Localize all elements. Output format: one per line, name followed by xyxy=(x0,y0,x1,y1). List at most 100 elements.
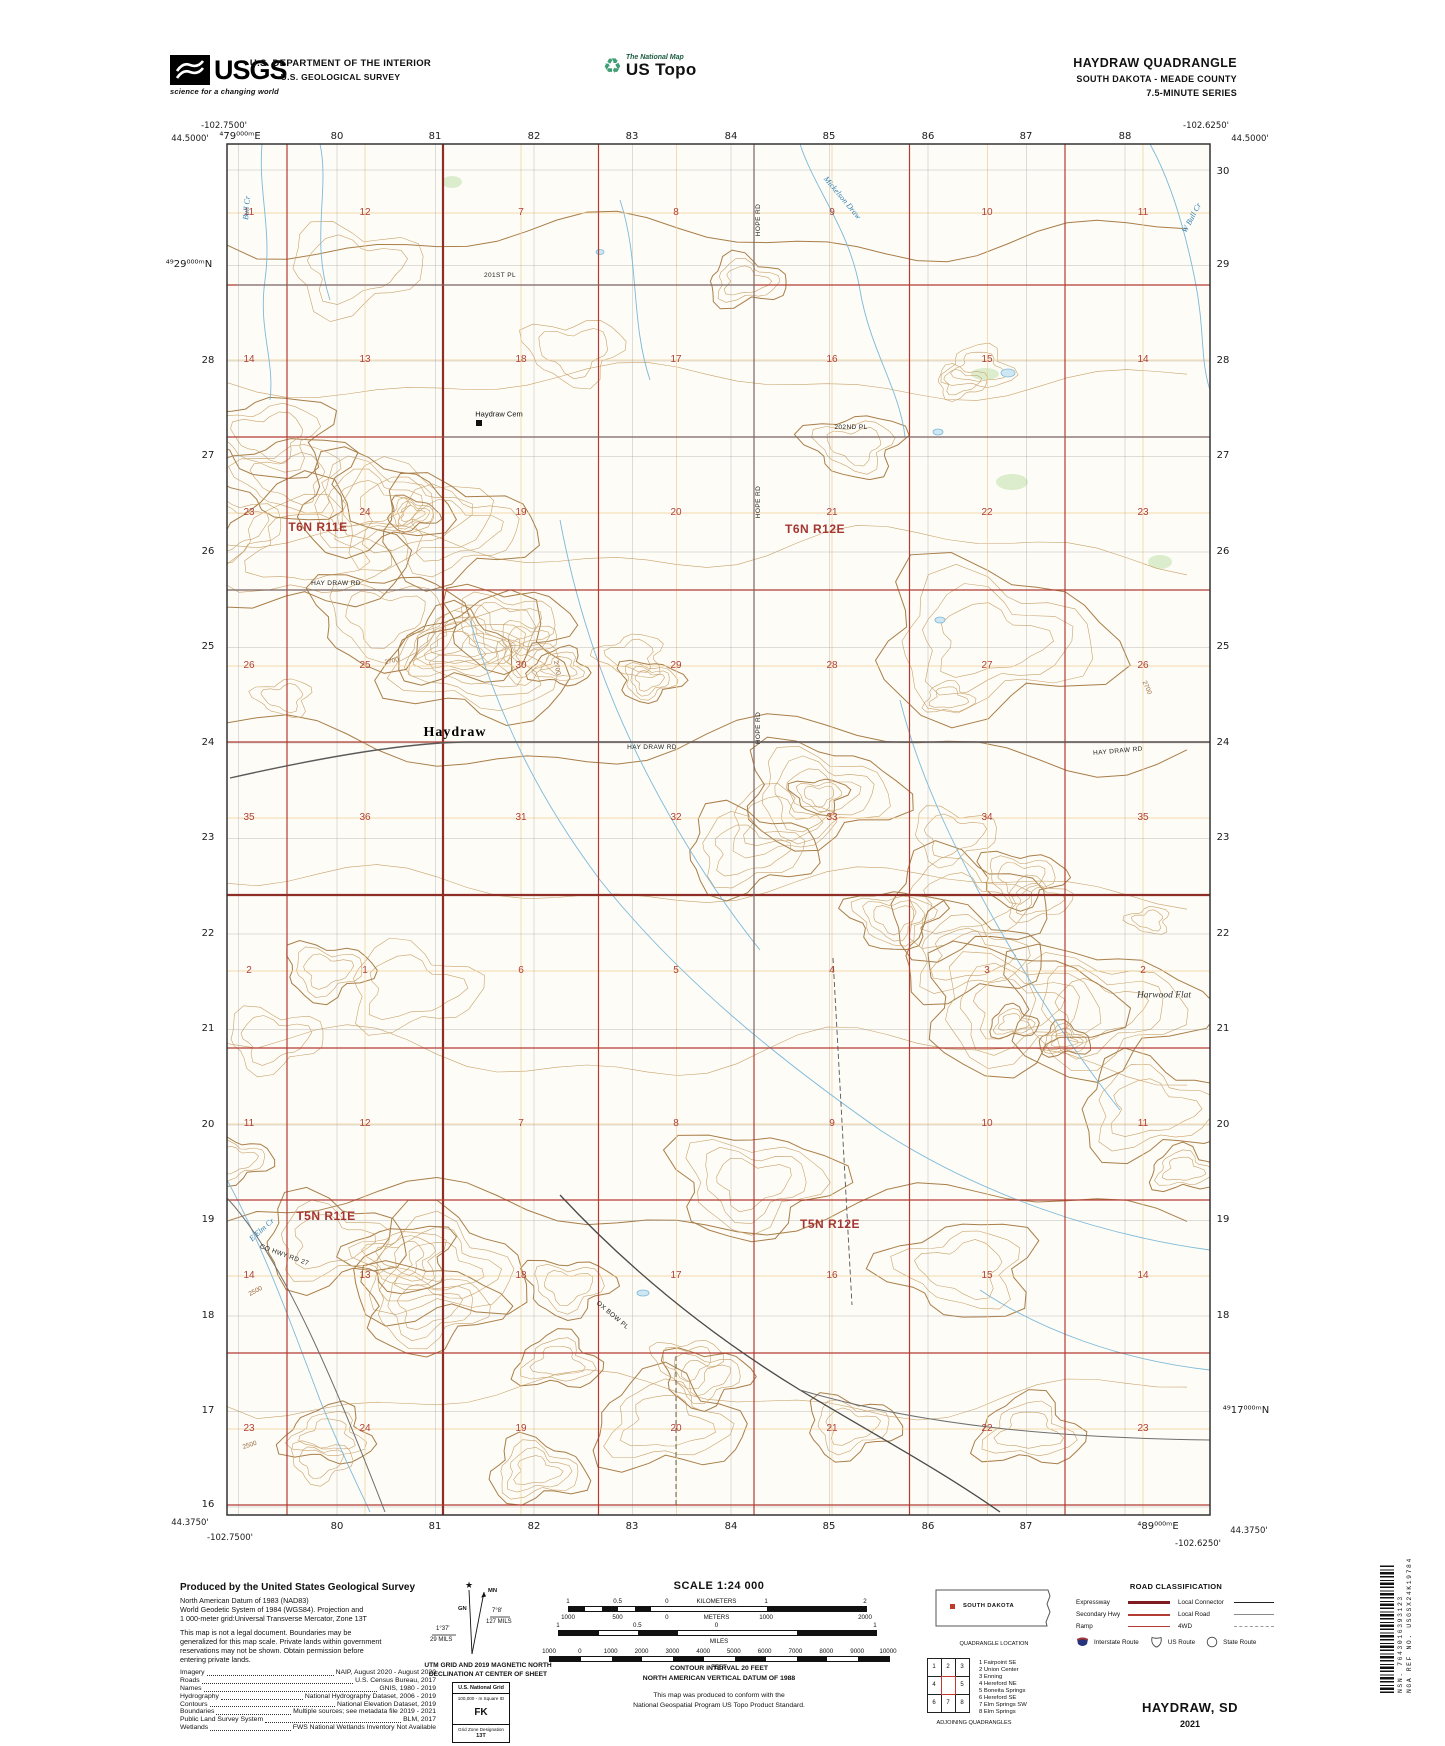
quad-title: HAYDRAW QUADRANGLE xyxy=(1073,56,1237,70)
adjoining-quad-cell: 5 xyxy=(954,1675,970,1695)
scale-tick-label: 2000 xyxy=(858,1614,872,1621)
scale-tick-label: METERS xyxy=(703,1614,730,1621)
data-source-row: Contours National Elevation Dataset, 2019 xyxy=(180,1700,436,1708)
usgs-logo: USGS science for a changing world xyxy=(170,55,335,96)
credit-line: reservations may not be shown. Obtain pe… xyxy=(180,1646,364,1655)
road-classification-title: ROAD CLASSIFICATION xyxy=(1129,1582,1223,1591)
data-source-row: Roads U.S. Census Bureau, 2017 xyxy=(180,1676,436,1684)
road-layer xyxy=(227,144,1210,1513)
adjoining-quad-name: 5 Boneita Springs xyxy=(979,1687,1026,1694)
legal-lines: This map is not a legal document. Bounda… xyxy=(180,1628,436,1664)
grid-north-label: GN xyxy=(458,1606,467,1612)
scale-bar-segment xyxy=(638,1631,678,1635)
interstate-shield-icon xyxy=(1077,1637,1088,1646)
credit-line: North American Datum of 1983 (NAD83) xyxy=(180,1596,309,1605)
scale-tick-label: 1000 xyxy=(759,1614,773,1621)
scale-tick-label: 2 xyxy=(863,1598,867,1605)
quad-title-block: HAYDRAW QUADRANGLE SOUTH DAKOTA - MEADE … xyxy=(1073,56,1237,98)
scale-tick-label: 0.5 xyxy=(613,1598,622,1605)
scale-bar-segment xyxy=(601,1607,619,1611)
quad-location-marker xyxy=(950,1604,955,1609)
scale-bar-segment xyxy=(642,1657,674,1661)
road-class-row: Ramp 4WD xyxy=(1076,1623,1276,1630)
data-source-row: Names GNIS, 1980 - 2019 xyxy=(180,1684,436,1692)
scale-tick-label: 0 xyxy=(578,1648,582,1655)
scale-tick-label: 0.5 xyxy=(632,1622,642,1629)
scale-tick-label: 1 xyxy=(556,1622,560,1629)
production-credits: Produced by the United States Geological… xyxy=(180,1582,436,1732)
data-source-row: Hydrography National Hydrography Dataset,… xyxy=(180,1692,436,1700)
adjoining-quad-name: 1 Fairpoint SE xyxy=(979,1660,1017,1666)
scale-bar-segment xyxy=(717,1631,797,1635)
quad-subtitle: SOUTH DAKOTA - MEADE COUNTY xyxy=(1076,74,1237,84)
scale-title: SCALE 1:24 000 xyxy=(673,1580,765,1592)
agency-line1: U.S. DEPARTMENT OF THE INTERIOR xyxy=(249,58,432,69)
quadrangle-location-caption: QUADRANGLE LOCATION xyxy=(959,1641,1029,1647)
scale-bar-segment xyxy=(651,1607,668,1611)
scale-tick-label: 8000 xyxy=(819,1648,834,1655)
us-route-label: US Route xyxy=(1167,1638,1196,1646)
declination-caption: UTM GRID AND 2019 MAGNETIC NORTH DECLINA… xyxy=(424,1662,552,1678)
scale-bar-segment xyxy=(734,1657,766,1661)
usng-zone-value: 13T xyxy=(476,1733,486,1739)
feet-unit-label: FEET xyxy=(711,1664,727,1671)
usgs-tagline: science for a changing world xyxy=(170,87,279,96)
usgs-wave-icon xyxy=(170,55,210,85)
feet-scale-bar xyxy=(549,1656,890,1662)
scale-tick-label: 0 xyxy=(714,1622,719,1629)
us-route-shield-icon xyxy=(1151,1636,1162,1648)
gn-mils-value: 29 MILS xyxy=(430,1637,453,1643)
scale-bar-segment xyxy=(598,1631,639,1635)
neatline-border xyxy=(226,143,1211,1516)
scale-tick-label: 1000 xyxy=(603,1648,618,1655)
svg-text:★: ★ xyxy=(465,1580,473,1590)
adjoining-quad-cell: 6 xyxy=(926,1693,942,1713)
mn-mils-value: 127 MILS xyxy=(486,1619,512,1625)
nga-ref-number: NGA REF NO. USGSX24K19784 xyxy=(1406,1557,1413,1693)
usng-square-id: FK xyxy=(474,1707,488,1718)
us-national-grid-box: U.S. National Grid 100,000 - m Square ID… xyxy=(452,1682,510,1743)
national-map-logo: ♻ The National Map US Topo xyxy=(603,54,697,79)
datum-lines: North American Datum of 1983 (NAD83) Worl… xyxy=(180,1596,436,1623)
contour-interval-note: CONTOUR INTERVAL 20 FEET xyxy=(669,1665,769,1672)
adjoining-quad-name: 6 Hereford SE xyxy=(979,1694,1017,1701)
state-name: SOUTH DAKOTA xyxy=(963,1603,1015,1609)
adjoining-quad-cell: 7 xyxy=(940,1693,956,1713)
scale-bar-segment xyxy=(550,1657,581,1661)
scale-tick-label: 1000 xyxy=(542,1648,556,1655)
scale-block: SCALE 1:24 000 1 0.5 0 KILOMETERS 1 2 1000 500… xyxy=(542,1580,896,1674)
scale-tick-label: 4000 xyxy=(696,1648,711,1655)
adjoining-list: 1 Fairpoint SE 2 Union Center 3 Enning 4 He… xyxy=(979,1660,1069,1716)
scale-bar-segment xyxy=(667,1607,767,1611)
adjoining-quad-cell: 1 xyxy=(926,1657,942,1677)
scale-bar-segment xyxy=(580,1657,612,1661)
kilometers-scale-bar xyxy=(568,1606,867,1612)
adjoining-quad-cell: 3 xyxy=(954,1657,970,1677)
data-source-row: Imagery NAIP, August 2020 - August 2020 xyxy=(180,1669,436,1676)
usgs-wordmark: USGS xyxy=(214,54,288,85)
credits-title: Produced by the United States Geological… xyxy=(180,1582,416,1593)
scale-bar-segment xyxy=(796,1631,876,1635)
scale-bar-segment xyxy=(569,1607,586,1611)
scale-tick-label: 7000 xyxy=(788,1648,803,1655)
road-classification-legend: ROAD CLASSIFICATION Expressway Local Conn… xyxy=(1076,1582,1276,1648)
quad-series: 7.5-MINUTE SERIES xyxy=(1146,88,1237,98)
national-map-line1: The National Map xyxy=(625,54,684,61)
scale-bar-segment xyxy=(611,1657,643,1661)
contour-layer xyxy=(227,210,1210,1506)
mn-declination-value: 7°8' xyxy=(492,1608,503,1614)
declination-block: ★ MN GN 7°8' 127 MILS 1°37' 29 MILS UTM … xyxy=(420,1578,552,1746)
cemetery-icon xyxy=(476,420,482,426)
contour-notes: CONTOUR INTERVAL 20 FEET NORTH AMERICAN … xyxy=(549,1664,889,1710)
scale-bar-segment xyxy=(796,1657,828,1661)
usng-title: U.S. National Grid xyxy=(453,1683,509,1694)
agency-heading: U.S. DEPARTMENT OF THE INTERIOR U.S. GEO… xyxy=(248,58,433,82)
scale-tick-label: KILOMETERS xyxy=(696,1598,737,1605)
map-imprint: HAYDRAW, SD 2021 xyxy=(1110,1700,1270,1729)
gn-declination-value: 1°37' xyxy=(436,1626,450,1632)
scale-bar-segment xyxy=(634,1607,652,1611)
scale-tick-label: 0 xyxy=(665,1598,669,1605)
